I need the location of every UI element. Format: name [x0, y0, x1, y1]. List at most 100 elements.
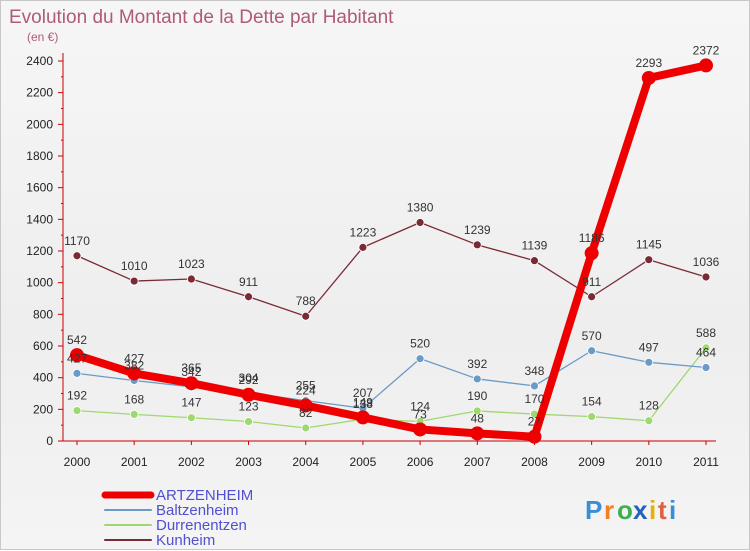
series-layer: [70, 58, 713, 444]
data-point-durrenentzen: [701, 343, 711, 353]
data-point-artzenheim: [127, 366, 142, 381]
x-tick-label: 2004: [292, 455, 319, 469]
axes: 0 200 400 600 800 1000 1200 1400 1600 1800 2000 220…: [26, 53, 719, 469]
data-label-artzenheim: 542: [67, 333, 87, 347]
data-point-kunheim: [701, 272, 711, 282]
data-label-durrenentzen: 588: [696, 326, 716, 340]
chart-subtitle: (en €): [27, 30, 58, 44]
data-label-baltzenheim: 382: [124, 359, 144, 373]
series-line-baltzenheim: [76, 350, 707, 409]
data-label-baltzenheim: 255: [296, 379, 316, 393]
data-point-artzenheim: [241, 387, 256, 402]
data-point-kunheim: [530, 256, 539, 266]
brand-letter: i: [669, 495, 676, 525]
legend-label-artzenheim: ARTZENHEIM: [156, 487, 253, 504]
data-label-artzenheim: 149: [353, 395, 373, 409]
data-label-durrenentzen: 82: [299, 406, 313, 420]
data-point-kunheim: [587, 292, 597, 302]
brand-letter: x: [633, 495, 648, 525]
data-point-durrenentzen: [472, 406, 482, 416]
data-point-kunheim: [415, 218, 425, 227]
brand-letter: o: [617, 495, 633, 525]
data-point-kunheim: [129, 276, 139, 286]
legend-label-kunheim: Kunheim: [156, 532, 215, 549]
y-tick-label: 1200: [26, 244, 53, 258]
data-label-baltzenheim: 207: [353, 386, 373, 400]
data-label-kunheim: 788: [296, 294, 316, 308]
chart-title: Evolution du Montant de la Dette par Hab…: [9, 7, 394, 28]
data-label-kunheim: 1380: [407, 201, 434, 215]
data-label-kunheim: 1170: [64, 234, 90, 248]
data-label-kunheim: 911: [582, 275, 601, 289]
data-point-artzenheim: [355, 410, 370, 425]
data-point-durrenentzen: [301, 423, 311, 433]
data-label-baltzenheim: 570: [582, 329, 602, 343]
y-tick-label: 1800: [26, 149, 53, 163]
data-label-durrenentzen: 128: [639, 399, 659, 413]
data-label-kunheim: 1239: [464, 223, 491, 237]
data-point-baltzenheim: [644, 357, 654, 367]
data-point-artzenheim: [70, 348, 84, 363]
data-point-artzenheim: [470, 426, 485, 441]
data-label-kunheim: 1010: [121, 259, 148, 273]
data-labels: 1170 1010 1023 911 788 1223 1380 1239 1139 911 114…: [64, 43, 720, 428]
y-tick-label: 2200: [26, 86, 53, 100]
data-label-durrenentzen: 154: [582, 395, 602, 409]
legend-label-durrenentzen: Durrenentzen: [156, 517, 247, 534]
brand-letter: t: [658, 495, 667, 525]
data-label-artzenheim: 48: [471, 411, 485, 425]
data-point-durrenentzen: [644, 416, 654, 426]
data-point-baltzenheim: [530, 381, 539, 391]
data-label-durrenentzen: 168: [124, 392, 144, 406]
data-label-kunheim: 1139: [522, 239, 548, 253]
data-point-artzenheim: [298, 398, 313, 413]
y-tick-label: 1000: [26, 276, 53, 290]
data-label-durrenentzen: 138: [353, 397, 373, 411]
data-point-kunheim: [358, 242, 368, 252]
data-point-kunheim: [472, 240, 482, 250]
brand-letter: i: [649, 495, 656, 525]
y-tick-label: 1600: [26, 181, 53, 195]
data-label-artzenheim: 73: [413, 407, 427, 421]
data-label-durrenentzen: 190: [467, 389, 487, 403]
data-point-kunheim: [244, 292, 253, 302]
x-tick-label: 2000: [64, 455, 91, 469]
data-label-baltzenheim: 464: [696, 346, 716, 360]
data-point-kunheim: [186, 274, 196, 284]
data-point-kunheim: [644, 255, 654, 265]
data-label-artzenheim: 2293: [635, 56, 662, 70]
data-point-baltzenheim: [472, 374, 482, 384]
data-point-durrenentzen: [587, 412, 597, 422]
x-tick-label: 2010: [635, 455, 662, 469]
data-label-artzenheim: 292: [239, 373, 259, 387]
data-label-artzenheim: 27: [528, 415, 542, 429]
data-point-artzenheim: [413, 422, 428, 437]
y-tick-label: 200: [33, 402, 53, 416]
data-label-baltzenheim: 392: [467, 357, 487, 371]
data-point-artzenheim: [641, 70, 656, 85]
data-label-baltzenheim: 427: [67, 351, 87, 365]
data-label-durrenentzen: 147: [181, 396, 201, 410]
brand-letter: r: [604, 495, 614, 525]
data-label-artzenheim: 427: [124, 351, 144, 365]
data-label-durrenentzen: 124: [410, 399, 430, 413]
y-tick-label: 2000: [26, 117, 53, 131]
data-point-durrenentzen: [72, 406, 82, 416]
data-point-artzenheim: [527, 429, 542, 444]
x-tick-label: 2005: [350, 455, 377, 469]
data-label-kunheim: 1023: [178, 257, 205, 271]
y-tick-label: 1400: [26, 212, 53, 226]
y-tick-label: 600: [33, 339, 53, 353]
x-tick-label: 2001: [121, 455, 148, 469]
data-label-artzenheim: 2372: [693, 43, 720, 57]
data-label-artzenheim: 1186: [579, 231, 605, 245]
x-tick-label: 2008: [521, 455, 548, 469]
data-point-durrenentzen: [186, 413, 196, 423]
x-tick-label: 2009: [578, 455, 605, 469]
x-tick-label: 2007: [464, 455, 491, 469]
data-label-kunheim: 1223: [350, 225, 377, 239]
data-point-kunheim: [72, 251, 82, 261]
data-label-artzenheim: 224: [296, 384, 316, 398]
